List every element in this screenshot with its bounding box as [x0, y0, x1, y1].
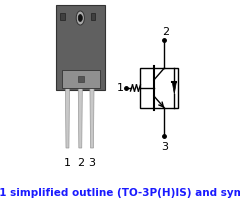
Circle shape	[76, 11, 84, 25]
Text: 3: 3	[161, 142, 168, 152]
Text: 1: 1	[64, 158, 71, 168]
Polygon shape	[66, 88, 70, 148]
Bar	[62, 70, 100, 88]
Text: 2: 2	[77, 158, 84, 168]
Text: 3: 3	[89, 158, 96, 168]
Text: 2: 2	[162, 27, 169, 37]
Bar	[60, 13, 65, 20]
Bar	[140, 68, 178, 108]
Bar	[78, 76, 84, 82]
Circle shape	[78, 14, 82, 21]
Text: 1: 1	[116, 83, 124, 93]
Text: Fig.1 simplified outline (TO-3P(H)IS) and symbol: Fig.1 simplified outline (TO-3P(H)IS) an…	[0, 188, 240, 198]
Polygon shape	[90, 88, 94, 148]
Polygon shape	[172, 82, 176, 94]
Bar	[56, 5, 105, 90]
Bar	[91, 13, 95, 20]
Polygon shape	[78, 88, 82, 148]
